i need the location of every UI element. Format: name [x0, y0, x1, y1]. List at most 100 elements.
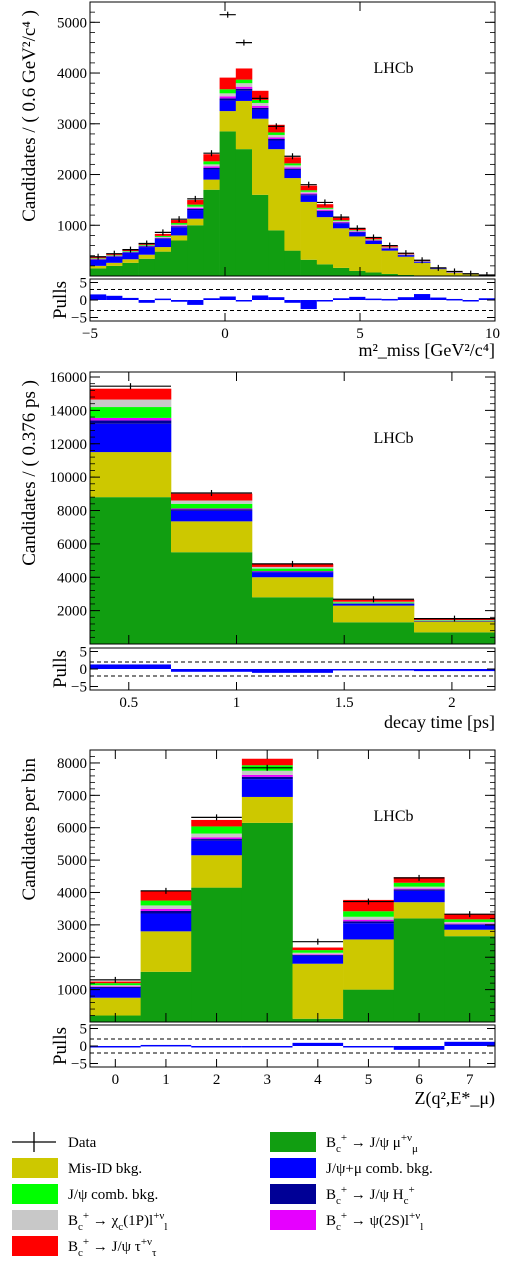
bar-misid-bin-2: [122, 259, 139, 263]
bar-hc-bin-1: [171, 509, 253, 511]
bar-jpsi_comb-bin-7: [203, 161, 220, 165]
x-tick-label: 2: [213, 1072, 221, 1088]
legend-item-data: Data: [12, 1132, 97, 1152]
bar-psi2s-bin-16: [349, 231, 366, 232]
pull-bar-bin-0: [90, 1046, 141, 1048]
x-tick-label: 0: [112, 1072, 120, 1088]
bar-hc-bin-12: [284, 168, 301, 170]
bar-psi2s-bin-14: [316, 210, 334, 211]
bar-tau-bin-5: [343, 899, 395, 912]
x-tick-label: 1.5: [335, 695, 354, 711]
pull-tick-label: 5: [80, 1022, 88, 1038]
pull-bar-bin-7: [203, 298, 220, 300]
bar-chic-bin-1: [140, 905, 192, 909]
bar-hc-bin-6: [393, 889, 445, 891]
data-point-bin-6: [187, 195, 204, 202]
legend: Data Mis-ID bkg. J/ψ comb. bkg. Bc+ → χc(1P…: [12, 1132, 433, 1259]
bar-tau-bin-10: [252, 90, 269, 100]
y-tick-label: 6000: [57, 537, 87, 553]
y-tick-label: 14000: [50, 403, 88, 419]
y-tick-label: 7000: [57, 788, 87, 804]
x-tick-label: 1: [162, 1072, 170, 1088]
x-tick-label: −5: [82, 326, 98, 342]
data-point-bin-15: [333, 214, 350, 221]
bar-combinatorial-bin-6: [187, 210, 204, 219]
bar-signal_mu-bin-11: [268, 230, 285, 276]
pull-bar-bin-22: [446, 298, 463, 301]
bar-misid-bin-20: [414, 262, 431, 276]
legend-swatch: [12, 1184, 58, 1204]
bar-combinatorial-bin-1: [140, 913, 192, 932]
bar-psi2s-bin-6: [393, 888, 445, 890]
bar-psi2s-bin-9: [235, 86, 253, 89]
bar-hc-bin-7: [203, 167, 220, 170]
bar-misid-bin-1: [140, 931, 192, 972]
pull-bar-bin-3: [333, 669, 414, 671]
bar-combinatorial-bin-2: [122, 252, 139, 260]
bar-psi2s-bin-7: [444, 923, 495, 925]
pull-bar-bin-0: [90, 294, 107, 300]
bar-misid-bin-1: [171, 521, 253, 553]
bar-signal_mu-bin-2: [252, 597, 334, 644]
pull-bar-bin-20: [414, 294, 431, 300]
bar-hc-bin-3: [138, 246, 156, 248]
data-point-bin-12: [284, 153, 301, 160]
bar-misid-bin-6: [187, 218, 204, 226]
bar-tau-bin-4: [292, 947, 344, 951]
bar-combinatorial-bin-7: [203, 169, 220, 180]
legend-swatch: [270, 1210, 316, 1230]
legend-label: J/ψ comb. bkg.: [68, 1187, 158, 1203]
bar-misid-bin-5: [171, 235, 188, 241]
bar-combinatorial-bin-9: [235, 90, 253, 101]
bar-hc-bin-15: [333, 222, 350, 224]
bar-signal_mu-bin-7: [444, 936, 495, 1022]
bar-hc-bin-1: [140, 910, 192, 914]
bar-tau-bin-13: [300, 185, 318, 191]
y-tick-label: 8000: [57, 504, 87, 520]
bar-psi2s-bin-0: [90, 417, 172, 421]
y-tick-label: 4000: [57, 885, 87, 901]
bar-combinatorial-bin-16: [349, 232, 366, 237]
bar-signal_mu-bin-10: [252, 194, 269, 276]
bar-psi2s-bin-13: [300, 193, 318, 195]
pull-tick-label: −5: [71, 311, 87, 327]
bar-tau-bin-1: [140, 890, 192, 901]
bar-signal_mu-bin-0: [90, 497, 172, 644]
pull-bar-bin-11: [268, 297, 285, 300]
data-point-bin-0: [90, 976, 141, 983]
pull-bar-bin-23: [462, 300, 479, 302]
pull-bar-bin-6: [187, 300, 204, 305]
legend-label: Bc+ → ψ(2S)l+νl: [326, 1210, 423, 1233]
pull-tick-label: 5: [80, 276, 88, 292]
y-tick-label: 2000: [57, 604, 87, 620]
bar-jpsi_comb-bin-14: [316, 207, 334, 209]
legend-item-hc: Bc+ → J/ψ Hc+: [270, 1184, 415, 1207]
pull-bar-bin-2: [252, 669, 333, 673]
legend-item-misid: Mis-ID bkg.: [12, 1158, 142, 1178]
data-point-bin-5: [343, 898, 394, 905]
pull-bar-bin-0: [90, 664, 171, 669]
pull-bar-bin-8: [219, 296, 236, 300]
bar-tau-bin-7: [203, 154, 220, 162]
data-point-bin-13: [300, 181, 317, 188]
bar-combinatorial-bin-1: [171, 510, 253, 522]
data-point-bin-1: [171, 489, 252, 496]
x-tick-label: 0: [221, 326, 229, 342]
legend-label: Mis-ID bkg.: [68, 1161, 142, 1177]
bar-hc-bin-2: [191, 839, 243, 841]
pull-bar-bin-17: [365, 298, 382, 301]
pull-bar-bin-6: [393, 1046, 445, 1050]
bar-combinatorial-bin-3: [241, 779, 293, 797]
stacked-bars: [90, 11, 495, 276]
bar-misid-bin-18: [381, 250, 399, 274]
data-point-bin-4: [154, 229, 171, 236]
bar-hc-bin-13: [300, 194, 318, 196]
bar-combinatorial-bin-2: [252, 572, 334, 578]
bar-misid-bin-9: [235, 100, 253, 150]
bar-combinatorial-bin-2: [191, 840, 243, 856]
bar-jpsi_comb-bin-2: [252, 568, 334, 572]
bar-chic-bin-14: [316, 208, 334, 211]
bar-tau-bin-8: [219, 77, 237, 90]
